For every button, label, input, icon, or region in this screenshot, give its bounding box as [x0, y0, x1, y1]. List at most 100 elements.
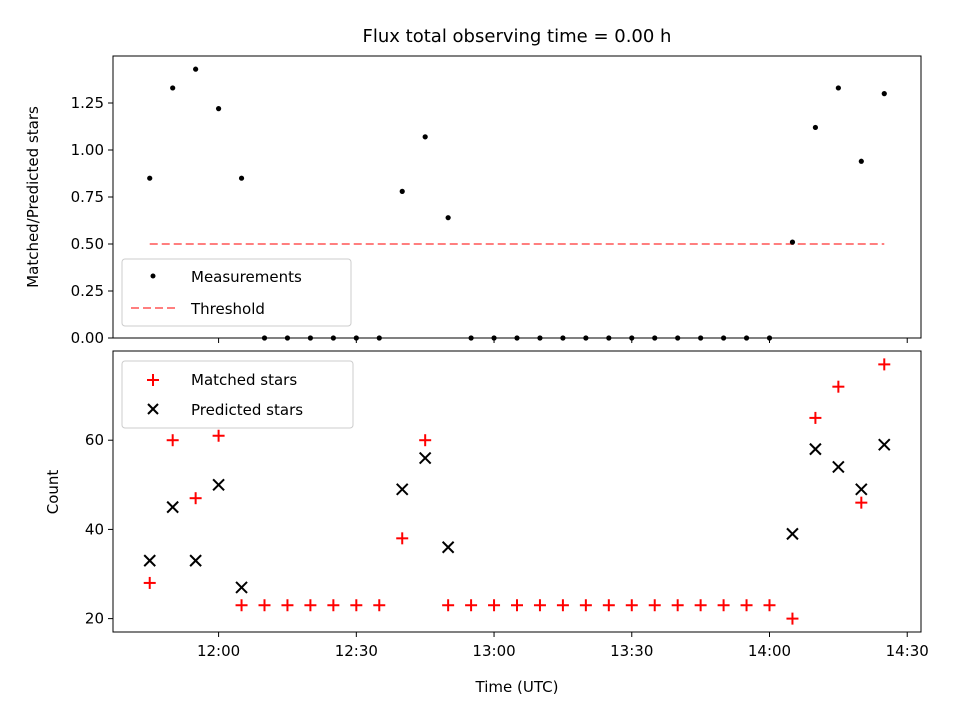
- top-y-tick-label: 0.75: [71, 188, 104, 206]
- measurement-point: [881, 91, 887, 97]
- top-y-tick-label: 1.25: [71, 94, 104, 112]
- predicted-stars-points: [143, 438, 891, 594]
- top-legend-box: [121, 258, 352, 327]
- bottom-axes-frame: [112, 350, 922, 633]
- matched-star-point: [442, 599, 455, 612]
- chart-title: Flux total observing time = 0.00 h: [363, 26, 672, 47]
- matched-star-point: [579, 599, 592, 612]
- bottom-y-tick-label: 20: [85, 610, 104, 628]
- bottom-x-ticks: 12:00 12:30 13:00 13:30 14:00 14:30: [197, 632, 929, 660]
- matched-star-point: [625, 599, 638, 612]
- matched-star-point: [419, 434, 432, 447]
- matched-star-point: [212, 429, 225, 442]
- matched-star-point: [671, 599, 684, 612]
- matched-star-point: [258, 599, 271, 612]
- matched-star-point: [694, 599, 707, 612]
- measurement-point: [789, 239, 796, 245]
- measurement-point: [422, 134, 428, 140]
- measurement-point: [812, 124, 819, 131]
- top-axes-frame: [112, 55, 922, 339]
- bottom-legend-box: [121, 360, 354, 429]
- matched-star-point: [166, 434, 179, 447]
- predicted-star-point: [809, 442, 822, 456]
- matched-star-point: [602, 599, 615, 612]
- predicted-star-point: [418, 451, 432, 465]
- x-tick-label: 14:30: [886, 642, 929, 660]
- matched-star-point: [556, 599, 569, 612]
- measurement-point: [170, 85, 176, 91]
- measurement-point: [215, 106, 222, 112]
- measurement-point: [445, 215, 451, 221]
- legend-label-matched-stars: Matched stars: [191, 371, 297, 389]
- measurement-point: [193, 66, 199, 72]
- predicted-star-point: [855, 483, 868, 496]
- predicted-star-point: [189, 554, 202, 567]
- x-tick-label: 13:00: [472, 642, 515, 660]
- bottom-y-ticks: 20 40 60: [85, 431, 113, 628]
- predicted-star-point: [878, 438, 891, 451]
- matched-star-point: [189, 492, 202, 505]
- matched-star-point: [327, 599, 340, 612]
- measurement-point: [238, 175, 245, 181]
- matched-star-point: [304, 599, 317, 612]
- top-y-tick-label: 0.50: [71, 235, 104, 253]
- legend-label-measurements: Measurements: [191, 268, 302, 286]
- bottom-y-axis-label: Count: [44, 470, 62, 515]
- matched-star-point: [511, 599, 523, 612]
- predicted-star-point: [832, 460, 845, 474]
- predicted-star-point: [166, 500, 179, 514]
- measurement-point: [858, 158, 864, 164]
- matched-star-point: [740, 599, 753, 612]
- matched-star-point: [373, 599, 386, 612]
- matched-star-point: [281, 599, 294, 612]
- measurement-points: [147, 66, 887, 341]
- top-y-tick-label: 0.00: [71, 329, 104, 347]
- matched-star-point: [648, 599, 661, 612]
- matched-star-point: [396, 532, 409, 545]
- x-tick-label: 14:00: [748, 642, 791, 660]
- measurement-point: [147, 175, 153, 181]
- bottom-y-tick-label: 40: [85, 520, 104, 538]
- legend-marker-predicted-stars: [147, 403, 159, 415]
- matched-star-point: [855, 496, 868, 509]
- top-y-tick-label: 0.25: [71, 282, 104, 300]
- predicted-star-point: [441, 541, 455, 554]
- legend-marker-measurements: [150, 273, 156, 279]
- matched-star-point: [143, 576, 156, 589]
- matched-star-point: [350, 599, 363, 612]
- legend-label-predicted-stars: Predicted stars: [191, 401, 303, 419]
- matched-star-point: [488, 599, 501, 612]
- predicted-star-point: [786, 527, 799, 541]
- predicted-star-point: [143, 554, 156, 567]
- matched-star-point: [717, 599, 730, 612]
- matched-star-point: [763, 599, 776, 612]
- x-axis-label: Time (UTC): [475, 678, 559, 696]
- x-tick-label: 13:30: [610, 642, 653, 660]
- predicted-star-point: [396, 483, 409, 496]
- matched-star-point: [809, 411, 822, 424]
- measurement-point: [399, 188, 405, 194]
- top-y-tick-label: 1.00: [71, 141, 104, 159]
- bottom-legend: Matched stars Predicted stars: [121, 360, 354, 429]
- top-y-ticks: 0.00 0.25 0.50 0.75 1.00 1.25: [71, 94, 113, 347]
- matched-star-point: [786, 612, 799, 625]
- matched-star-point: [465, 599, 478, 612]
- matched-star-point: [832, 380, 845, 393]
- matched-star-point: [235, 599, 248, 612]
- legend-label-threshold: Threshold: [190, 300, 265, 318]
- top-panel: Flux total observing time = 0.00 h 0.000…: [24, 26, 922, 347]
- matched-star-point: [533, 599, 546, 612]
- predicted-star-point: [212, 478, 225, 492]
- bottom-y-tick-label: 60: [85, 431, 104, 449]
- matched-stars-points: [143, 358, 891, 625]
- x-tick-label: 12:30: [335, 642, 378, 660]
- measurement-point: [835, 85, 841, 91]
- legend-marker-matched-stars: [147, 374, 159, 386]
- top-legend: Measurements Threshold: [121, 258, 352, 327]
- bottom-panel: 20 40 60 12:00 12:30 13:00 13:30 14:00 14:30 Co…: [44, 350, 929, 696]
- predicted-star-point: [235, 581, 248, 594]
- top-y-axis-label: Matched/Predicted stars: [24, 106, 42, 288]
- matched-star-point: [878, 358, 891, 371]
